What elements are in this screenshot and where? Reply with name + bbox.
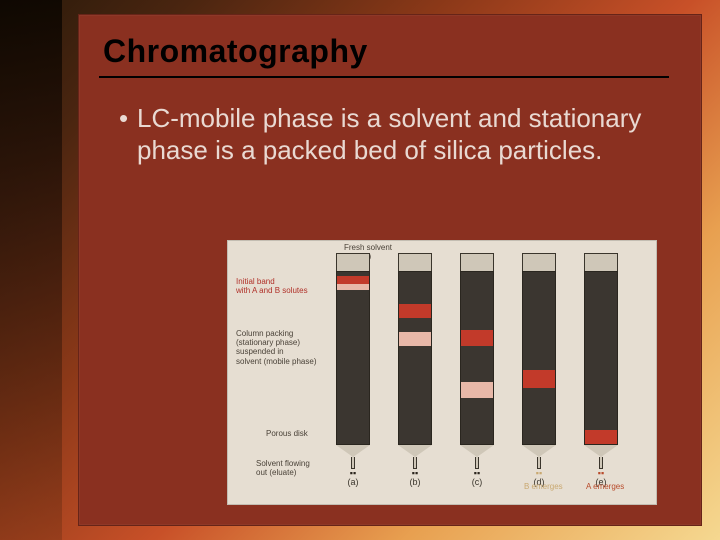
column-letter: (b) [398,477,432,487]
eluate-drops: ▪▪ [584,470,618,476]
eluate-drops: ▪▪ [460,470,494,476]
column: ▪▪(d) [522,253,556,485]
separation-band [337,276,369,284]
column-body [336,271,370,445]
label-a-emerges: A emerges [586,483,624,492]
chromatography-diagram: Fresh solvent (eluent) Initial band with… [227,240,657,505]
column: ▪▪(e) [584,253,618,485]
eluate-drops: ▪▪ [398,470,432,476]
eluate-drops: ▪▪ [522,470,556,476]
column-funnel [336,445,370,457]
column-top [460,253,494,271]
slide-title: Chromatography [79,15,701,76]
slide-panel: Chromatography • LC-mobile phase is a so… [78,14,702,526]
column-top [336,253,370,271]
separation-band [523,370,555,388]
label-porous-disk: Porous disk [266,429,308,438]
column-top [398,253,432,271]
eluate-drops: ▪▪ [336,470,370,476]
column-letter: (a) [336,477,370,487]
label-b-emerges: B emerges [524,483,563,492]
separation-band [399,332,431,346]
separation-band [399,304,431,318]
column: ▪▪(a) [336,253,370,485]
column-body [522,271,556,445]
title-underline [99,76,669,78]
separation-band [585,430,617,445]
separation-band [461,382,493,398]
bullet-item: • LC-mobile phase is a solvent and stati… [79,96,701,166]
label-solvent-flowing: Solvent flowing out (eluate) [256,459,310,477]
label-initial-band: Initial band with A and B solutes [236,277,308,295]
column-funnel [584,445,618,457]
column: ▪▪(b) [398,253,432,485]
column-funnel [398,445,432,457]
column-body [584,271,618,445]
column-letter: (c) [460,477,494,487]
column-top [522,253,556,271]
bullet-text: LC-mobile phase is a solvent and station… [137,102,661,166]
column-top [584,253,618,271]
columns-row: ▪▪(a)▪▪(b)AB▪▪(c)▪▪(d)▪▪(e) [336,253,618,485]
separation-band [461,330,493,346]
label-column-packing: Column packing (stationary phase) suspen… [236,329,316,366]
column: AB ▪▪(c) [460,253,494,485]
column-funnel [460,445,494,457]
column-funnel [522,445,556,457]
bullet-marker: • [119,102,137,166]
sidebar-decoration [0,0,62,540]
column-body: AB [460,271,494,445]
column-body [398,271,432,445]
separation-band [337,284,369,290]
